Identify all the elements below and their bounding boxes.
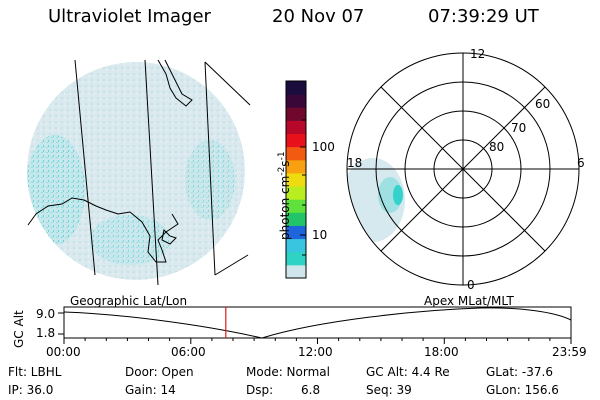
- timeline-x-0600: 06:00: [171, 345, 206, 359]
- colorbar-segment: [286, 133, 306, 148]
- timeline-frame: [63, 306, 572, 339]
- colorbar-tick-10: 10: [312, 228, 328, 242]
- polar-mlt-12: 12: [470, 47, 486, 61]
- observation-time: 07:39:29 UT: [428, 6, 539, 27]
- info-dsp-value: 6.8: [301, 383, 321, 397]
- uv-disk: [27, 62, 245, 280]
- timeline-y-1: 1.8: [36, 326, 56, 340]
- timeline-axis-title: GC Alt: [12, 310, 26, 348]
- timeline-x-1800: 18:00: [424, 345, 459, 359]
- info-glat: GLat: -37.6: [486, 365, 553, 379]
- info-ip: IP: 36.0: [8, 383, 54, 397]
- polar-grid: [346, 52, 580, 286]
- info-gain: Gain: 14: [125, 383, 176, 397]
- info-seq: Seq: 39: [366, 383, 412, 397]
- meridian-lines: [74, 59, 251, 286]
- polar-lat-70: 70: [511, 121, 527, 135]
- timeline-x-2359: 23:59: [552, 345, 587, 359]
- colorbar-label-exp2: -1: [277, 151, 287, 161]
- colorbar-label-exp1: -2: [277, 166, 287, 176]
- timeline-x-0000: 00:00: [46, 345, 81, 359]
- timeline-y-9: 9.0: [36, 307, 56, 321]
- colorbar-label: photon cm-2s-1: [277, 151, 292, 240]
- info-dsp-label: Dsp:: [246, 383, 274, 397]
- info-door: Door: Open: [125, 365, 194, 379]
- info-mode: Mode: Normal: [246, 365, 330, 379]
- colorbar-segment: [286, 107, 306, 121]
- colorbar-label-unit: photon cm: [278, 175, 292, 240]
- polar-mlt-0: 0: [467, 278, 475, 292]
- apex-label: Apex MLat/MLT: [424, 294, 514, 308]
- info-glon: GLon: 156.6: [486, 383, 559, 397]
- observation-date: 20 Nov 07: [272, 6, 365, 27]
- colorbar-tick-100: 100: [312, 140, 335, 154]
- geographic-label: Geographic Lat/Lon: [70, 294, 188, 308]
- colorbar-segment: [286, 264, 306, 279]
- colorbar-segment: [286, 251, 306, 266]
- polar-lat-60: 60: [535, 97, 551, 111]
- coastlines: [27, 59, 193, 263]
- polar-lat-80: 80: [489, 140, 505, 154]
- colorbar-segment: [286, 120, 306, 135]
- polar-mlt-6: 6: [577, 156, 585, 170]
- colorbar-segment: [286, 81, 306, 95]
- colorbar-segment: [286, 238, 306, 253]
- timeline-x-1200: 12:00: [298, 345, 333, 359]
- altitude-curve: [63, 307, 572, 339]
- colorbar-label-mid: s: [278, 160, 292, 167]
- info-flt: Flt: LBHL: [8, 365, 62, 379]
- colorbar-segment: [286, 94, 306, 108]
- timeline-x-ticks: [63, 338, 572, 344]
- polar-auroral-data: [347, 158, 405, 242]
- polar-mlt-18: 18: [347, 156, 363, 170]
- instrument-title: Ultraviolet Imager: [48, 6, 211, 27]
- info-gcalt: GC Alt: 4.4 Re: [366, 365, 450, 379]
